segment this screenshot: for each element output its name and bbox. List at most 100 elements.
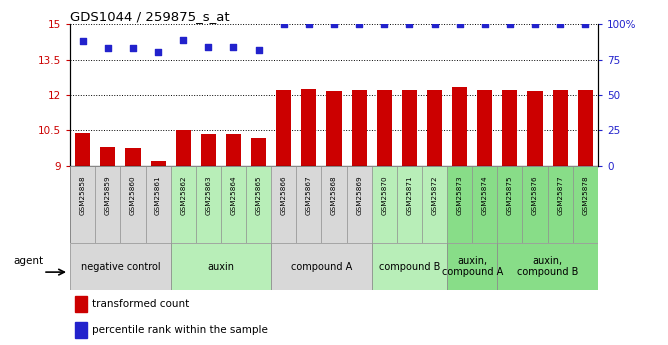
Text: GSM25867: GSM25867 [306, 175, 312, 215]
Bar [578, 90, 593, 166]
Bar [170, 166, 196, 243]
Point [303, 21, 314, 27]
Text: compound A: compound A [291, 262, 352, 272]
Point [504, 21, 515, 27]
Bar [196, 166, 221, 243]
Text: GSM25861: GSM25861 [155, 175, 161, 215]
Bar [251, 138, 266, 166]
Text: negative control: negative control [81, 262, 160, 272]
Bar [427, 90, 442, 166]
Text: GSM25870: GSM25870 [381, 175, 387, 215]
Text: GSM25869: GSM25869 [356, 175, 362, 215]
Bar [276, 90, 291, 166]
Text: transformed count: transformed count [92, 299, 190, 309]
Bar [96, 166, 120, 243]
Point [580, 21, 591, 27]
Point [128, 46, 138, 51]
Point [555, 21, 566, 27]
Bar [321, 166, 347, 243]
Point [429, 21, 440, 27]
Bar [477, 90, 492, 166]
Bar [70, 243, 170, 290]
Text: auxin,
compound B: auxin, compound B [517, 256, 578, 277]
Bar [75, 296, 87, 312]
Point [178, 37, 188, 42]
Bar [377, 90, 392, 166]
Point [153, 50, 164, 55]
Bar [371, 243, 447, 290]
Text: GSM25862: GSM25862 [180, 175, 186, 215]
Bar [327, 91, 341, 166]
Point [404, 21, 415, 27]
Bar [472, 166, 498, 243]
Bar [271, 166, 297, 243]
Text: GSM25878: GSM25878 [582, 175, 589, 215]
Text: agent: agent [13, 256, 43, 266]
Text: GSM25865: GSM25865 [256, 175, 262, 215]
Text: GSM25876: GSM25876 [532, 175, 538, 215]
Text: GSM25860: GSM25860 [130, 175, 136, 215]
Text: GSM25872: GSM25872 [432, 175, 438, 215]
Bar [221, 166, 246, 243]
Bar [447, 166, 472, 243]
Bar [351, 90, 367, 166]
Point [480, 21, 490, 27]
Bar [572, 166, 598, 243]
Bar [498, 243, 598, 290]
Text: GSM25864: GSM25864 [230, 175, 236, 215]
Bar [120, 166, 146, 243]
Bar [347, 166, 371, 243]
Bar [502, 90, 518, 166]
Text: GSM25871: GSM25871 [406, 175, 412, 215]
Bar [402, 90, 417, 166]
Bar [271, 243, 371, 290]
Bar [146, 166, 170, 243]
Bar [301, 89, 317, 166]
Point [102, 46, 113, 51]
Point [354, 21, 365, 27]
Bar [397, 166, 422, 243]
Bar [100, 147, 116, 166]
Bar [226, 134, 241, 166]
Bar [75, 322, 87, 338]
Bar [447, 243, 498, 290]
Point [253, 47, 264, 52]
Point [329, 21, 339, 27]
Text: GDS1044 / 259875_s_at: GDS1044 / 259875_s_at [70, 10, 230, 23]
Point [228, 44, 239, 50]
Text: compound B: compound B [379, 262, 440, 272]
Bar [176, 130, 191, 166]
Bar [297, 166, 321, 243]
Point [454, 21, 465, 27]
Text: GSM25866: GSM25866 [281, 175, 287, 215]
Text: GSM25859: GSM25859 [105, 175, 111, 215]
Text: auxin,
compound A: auxin, compound A [442, 256, 503, 277]
Text: GSM25875: GSM25875 [507, 175, 513, 215]
Point [203, 44, 214, 50]
Bar [548, 166, 572, 243]
Bar [246, 166, 271, 243]
Text: percentile rank within the sample: percentile rank within the sample [92, 325, 268, 335]
Bar [150, 161, 166, 166]
Bar [371, 166, 397, 243]
Text: GSM25858: GSM25858 [79, 175, 86, 215]
Point [77, 38, 88, 44]
Text: auxin: auxin [208, 262, 234, 272]
Text: GSM25863: GSM25863 [205, 175, 211, 215]
Bar [170, 243, 271, 290]
Bar [498, 166, 522, 243]
Text: GSM25873: GSM25873 [457, 175, 463, 215]
Bar [452, 87, 467, 166]
Text: GSM25877: GSM25877 [557, 175, 563, 215]
Text: GSM25874: GSM25874 [482, 175, 488, 215]
Bar [528, 91, 542, 166]
Point [279, 21, 289, 27]
Text: GSM25868: GSM25868 [331, 175, 337, 215]
Bar [70, 166, 96, 243]
Bar [422, 166, 447, 243]
Bar [522, 166, 548, 243]
Point [530, 21, 540, 27]
Bar [552, 90, 568, 166]
Bar [201, 134, 216, 166]
Bar [126, 148, 140, 166]
